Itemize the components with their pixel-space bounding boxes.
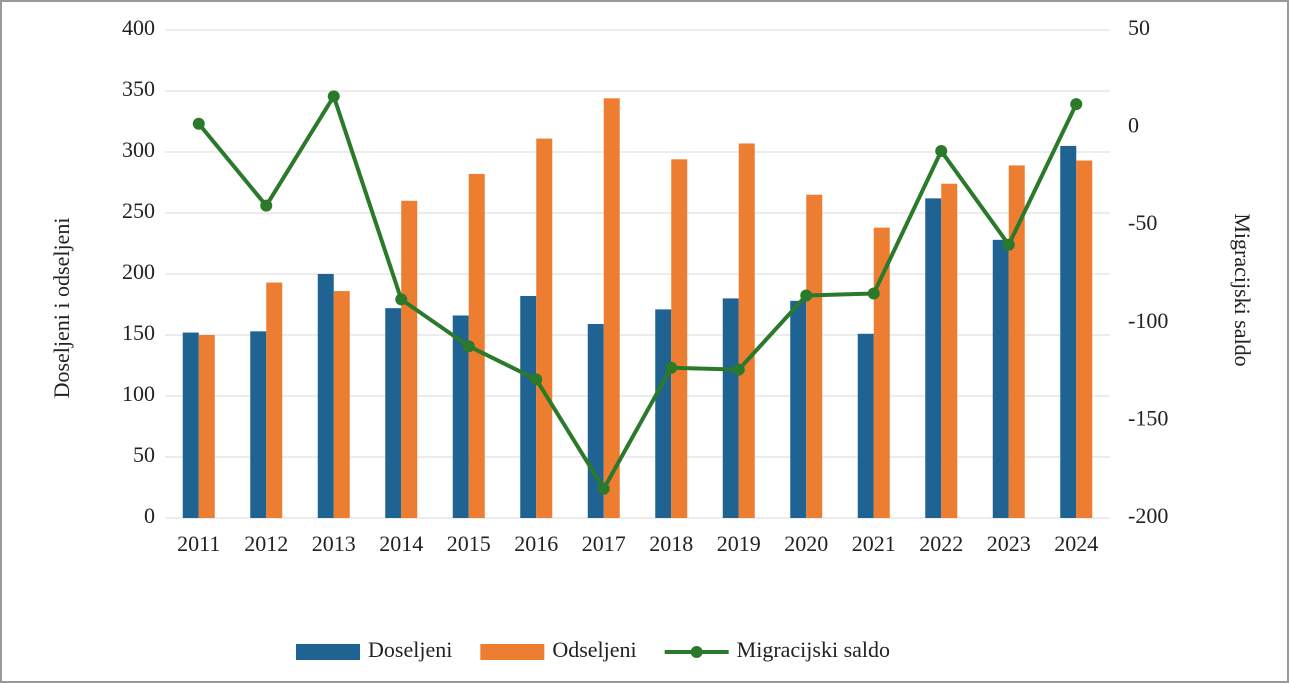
bar (806, 194, 823, 518)
bar (401, 200, 418, 519)
line-marker (192, 117, 205, 130)
bar (671, 159, 688, 518)
bar (925, 198, 942, 519)
legend-label: Odseljeni (552, 637, 636, 662)
line-marker (1070, 98, 1083, 111)
y-tick-label: 150 (122, 320, 155, 345)
y2-tick-label: -200 (1128, 503, 1168, 528)
y2-axis-label: Migracijski saldo (1230, 213, 1255, 366)
bar (1008, 165, 1025, 519)
line-marker (867, 287, 880, 300)
bar (790, 300, 807, 518)
bar (1060, 145, 1077, 518)
legend-label: Doseljeni (368, 637, 452, 662)
bar (941, 183, 958, 518)
line-marker (395, 293, 408, 306)
y2-tick-label: -100 (1128, 308, 1168, 333)
legend-swatch (690, 646, 703, 658)
x-tick-label: 2015 (447, 531, 491, 556)
bar (266, 282, 283, 518)
bar (738, 143, 755, 518)
bar (992, 239, 1009, 518)
x-tick-label: 2013 (312, 531, 356, 556)
x-tick-label: 2018 (649, 531, 693, 556)
y-tick-label: 200 (122, 259, 155, 284)
y-tick-label: 100 (122, 381, 155, 406)
bar (468, 173, 485, 518)
bar (857, 333, 874, 518)
bar (536, 138, 553, 518)
line-marker (462, 340, 475, 353)
y2-tick-label: 50 (1128, 15, 1150, 40)
bar (722, 298, 739, 518)
line-marker (935, 145, 948, 158)
bar (873, 227, 890, 518)
x-tick-label: 2016 (514, 531, 558, 556)
legend-swatch (296, 644, 360, 660)
line (197, 94, 1079, 491)
bar (603, 98, 620, 518)
bar (250, 331, 267, 518)
x-tick-label: 2012 (244, 531, 288, 556)
y-tick-label: 400 (122, 15, 155, 40)
y-tick-label: 250 (122, 198, 155, 223)
bar (655, 309, 672, 518)
y-tick-label: 50 (133, 442, 155, 467)
y-tick-label: 300 (122, 137, 155, 162)
bar (1076, 160, 1093, 519)
line-marker (327, 90, 340, 103)
y-tick-label: 350 (122, 76, 155, 101)
bar (182, 332, 199, 518)
line-marker (260, 199, 273, 212)
y2-tick-label: -50 (1128, 210, 1157, 235)
x-tick-label: 2023 (987, 531, 1031, 556)
y2-tick-label: -150 (1128, 405, 1168, 430)
x-tick-label: 2014 (379, 531, 423, 556)
bar (452, 315, 469, 518)
bar (333, 291, 350, 518)
legend-label: Migracijski saldo (737, 637, 890, 662)
bar (385, 308, 402, 518)
x-tick-label: 2019 (717, 531, 761, 556)
bar (198, 335, 215, 518)
bar (317, 274, 334, 518)
x-tick-label: 2017 (582, 531, 626, 556)
x-tick-label: 2022 (919, 531, 963, 556)
line-marker (530, 373, 543, 386)
line-marker (597, 482, 610, 495)
x-tick-label: 2011 (177, 531, 220, 556)
line-marker (800, 289, 813, 302)
line-marker (732, 363, 745, 376)
line-marker (665, 361, 678, 374)
line-marker (1002, 238, 1015, 251)
x-tick-label: 2021 (852, 531, 896, 556)
y-tick-label: 0 (144, 503, 155, 528)
y2-tick-label: 0 (1128, 113, 1139, 138)
legend-swatch (480, 644, 545, 660)
x-tick-label: 2024 (1054, 531, 1098, 556)
bar (520, 295, 537, 518)
x-tick-label: 2020 (784, 531, 828, 556)
y-axis-label: Doseljeni i odseljeni (49, 218, 74, 399)
